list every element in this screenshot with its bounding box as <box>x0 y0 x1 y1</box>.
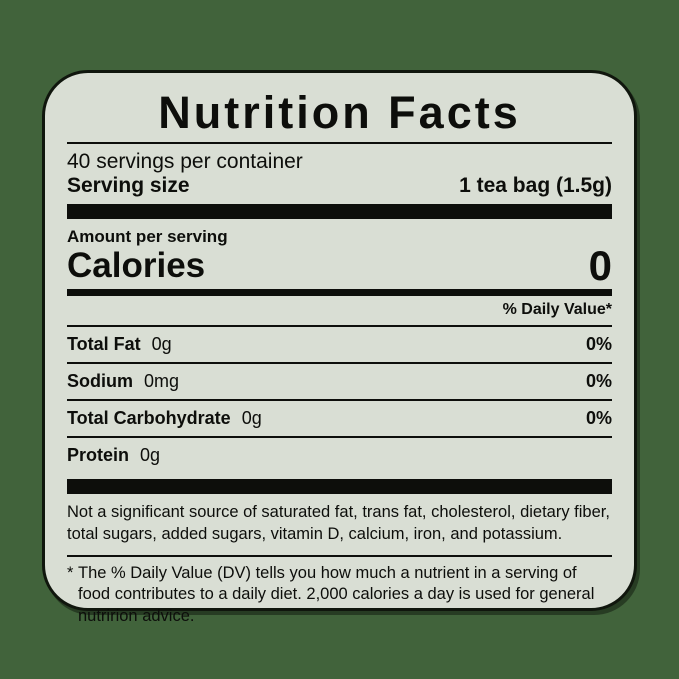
nutrient-amount: 0mg <box>144 371 180 391</box>
label-title: Nutrition Facts <box>158 87 521 138</box>
thick-divider-bottom <box>67 479 612 494</box>
calories-value: 0 <box>588 242 612 289</box>
nutrition-facts-label: Nutrition Facts 40 servings per containe… <box>42 70 637 625</box>
nutrient-name: Total Fat <box>67 334 141 354</box>
nutrient-amount: 0g <box>140 445 161 465</box>
serving-size-value: 1 tea bag (1.5g) <box>459 174 612 197</box>
nutrient-left: Total Carbohydrate 0g <box>67 409 262 428</box>
nutrient-left: Protein 0g <box>67 446 160 465</box>
footnote-asterisk: * <box>67 563 74 582</box>
not-significant-note: Not a significant source of saturated fa… <box>67 503 610 543</box>
nutrient-daily-value: 0% <box>585 371 612 391</box>
nutrient-amount: 0g <box>241 408 262 428</box>
nutrient-daily-value: 0% <box>585 334 612 354</box>
nutrient-row-sodium: Sodium 0mg 0% <box>67 362 612 399</box>
nutrient-name: Total Carbohydrate <box>67 408 231 428</box>
calories-row: Calories 0 <box>67 242 612 289</box>
calories-label: Calories <box>67 246 206 285</box>
serving-size-label: Serving size <box>67 174 190 197</box>
nutrient-left: Sodium 0mg <box>67 372 179 391</box>
daily-value-header: % Daily Value* <box>502 301 612 318</box>
thick-divider-top <box>67 204 612 219</box>
nutrient-name: Sodium <box>67 371 133 391</box>
serving-size-row: Serving size 1 tea bag (1.5g) <box>67 174 612 198</box>
daily-value-footnote: * The % Daily Value (DV) tells you how m… <box>67 557 612 628</box>
title-divider <box>67 142 612 144</box>
servings-per-container: 40 servings per container <box>67 150 303 173</box>
nutrient-daily-value: 0% <box>585 408 612 428</box>
footnote-text: The % Daily Value (DV) tells you how muc… <box>78 563 595 626</box>
nutrient-left: Total Fat 0g <box>67 335 172 354</box>
medium-divider <box>67 289 612 296</box>
nutrient-row-total-carbohydrate: Total Carbohydrate 0g 0% <box>67 399 612 436</box>
amount-per-serving-label: Amount per serving <box>67 227 228 246</box>
nutrient-row-total-fat: Total Fat 0g 0% <box>67 325 612 362</box>
footnote-divider <box>67 554 612 557</box>
nutrient-row-protein: Protein 0g <box>67 436 612 473</box>
nutrient-amount: 0g <box>151 334 172 354</box>
nutrient-name: Protein <box>67 445 130 465</box>
